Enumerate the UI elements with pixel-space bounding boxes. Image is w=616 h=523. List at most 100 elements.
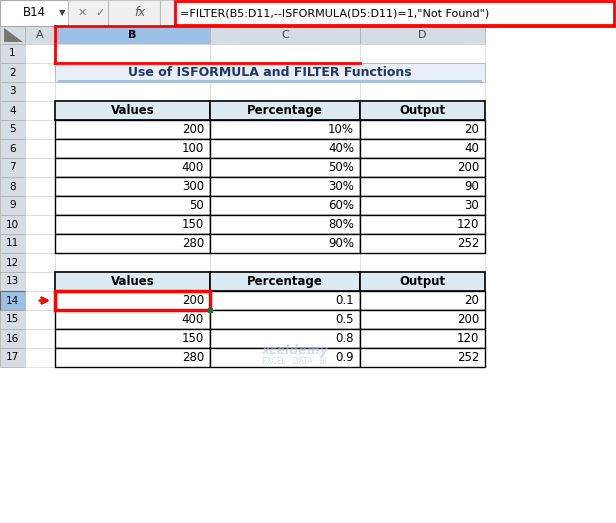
Text: 90%: 90% — [328, 237, 354, 250]
Bar — [360, 310, 485, 329]
Bar — [210, 120, 360, 139]
Text: 280: 280 — [182, 351, 204, 364]
Bar — [208, 308, 213, 313]
Bar — [55, 26, 210, 44]
Bar — [360, 234, 485, 253]
Text: Values: Values — [111, 275, 155, 288]
Text: 120: 120 — [456, 218, 479, 231]
Bar — [25, 139, 55, 158]
Text: 0.9: 0.9 — [335, 351, 354, 364]
Bar — [210, 101, 360, 120]
Text: ✕: ✕ — [78, 8, 87, 18]
Bar — [0, 0, 616, 26]
Bar — [0, 291, 25, 310]
Bar — [0, 82, 25, 101]
Bar — [360, 139, 485, 158]
Bar — [25, 101, 55, 120]
Bar — [55, 329, 210, 348]
Bar — [210, 272, 360, 291]
Bar — [25, 44, 55, 63]
Bar — [25, 348, 55, 367]
Bar — [360, 26, 485, 44]
Bar — [0, 0, 68, 26]
Text: Values: Values — [111, 104, 155, 117]
Text: EXCEL · DATA · BI: EXCEL · DATA · BI — [262, 357, 328, 366]
Bar — [210, 310, 360, 329]
Bar — [55, 196, 210, 215]
Text: 2: 2 — [9, 67, 16, 77]
Bar — [25, 63, 55, 82]
Bar — [55, 215, 210, 234]
Bar — [55, 101, 210, 120]
Bar — [55, 272, 210, 291]
Text: ▼: ▼ — [59, 8, 65, 17]
Bar — [360, 272, 485, 291]
Text: Percentage: Percentage — [247, 104, 323, 117]
Bar — [25, 177, 55, 196]
Bar — [210, 63, 360, 82]
Text: B: B — [128, 30, 137, 40]
Text: 200: 200 — [182, 294, 204, 307]
Bar — [210, 26, 360, 44]
Bar — [55, 234, 210, 253]
Text: 400: 400 — [182, 313, 204, 326]
Text: 0.1: 0.1 — [335, 294, 354, 307]
Text: 400: 400 — [182, 161, 204, 174]
Bar — [55, 63, 485, 82]
Bar — [360, 177, 485, 196]
Bar — [210, 101, 360, 120]
Bar — [55, 234, 210, 253]
Text: 17: 17 — [6, 353, 19, 362]
Bar — [360, 310, 485, 329]
Text: xceldemy: xceldemy — [262, 344, 328, 357]
Bar — [360, 253, 485, 272]
Bar — [360, 82, 485, 101]
Text: 10: 10 — [6, 220, 19, 230]
Bar — [55, 329, 210, 348]
Text: 8: 8 — [9, 181, 16, 191]
Bar — [210, 177, 360, 196]
Bar — [0, 177, 25, 196]
Bar — [360, 177, 485, 196]
Text: fx: fx — [134, 6, 145, 19]
Text: 10%: 10% — [328, 123, 354, 136]
Bar — [55, 139, 210, 158]
Bar — [0, 310, 25, 329]
Bar — [55, 44, 210, 63]
Bar — [55, 158, 210, 177]
Bar — [55, 310, 210, 329]
Bar — [175, 1, 614, 25]
Bar — [360, 215, 485, 234]
Bar — [0, 253, 25, 272]
Bar — [360, 139, 485, 158]
Text: B14: B14 — [22, 6, 46, 19]
Text: 13: 13 — [6, 277, 19, 287]
Text: D: D — [418, 30, 427, 40]
Bar — [210, 139, 360, 158]
Text: 12: 12 — [6, 257, 19, 267]
Text: 30: 30 — [464, 199, 479, 212]
Bar — [360, 101, 485, 120]
Bar — [210, 329, 360, 348]
Text: 252: 252 — [456, 351, 479, 364]
Text: 5: 5 — [9, 124, 16, 134]
Text: Output: Output — [399, 275, 445, 288]
Bar — [360, 196, 485, 215]
Bar — [55, 63, 210, 82]
Bar — [25, 310, 55, 329]
Bar — [55, 348, 210, 367]
Bar — [360, 44, 485, 63]
Bar — [210, 215, 360, 234]
Bar — [55, 291, 210, 310]
Text: 4: 4 — [9, 106, 16, 116]
Bar — [68, 0, 175, 26]
Text: 100: 100 — [182, 142, 204, 155]
Bar — [55, 310, 210, 329]
Bar — [0, 139, 25, 158]
Text: Output: Output — [399, 104, 445, 117]
Bar — [210, 348, 360, 367]
Text: Use of ISFORMULA and FILTER Functions: Use of ISFORMULA and FILTER Functions — [128, 66, 412, 79]
Text: 90: 90 — [464, 180, 479, 193]
Bar — [210, 158, 360, 177]
Text: 0.5: 0.5 — [336, 313, 354, 326]
